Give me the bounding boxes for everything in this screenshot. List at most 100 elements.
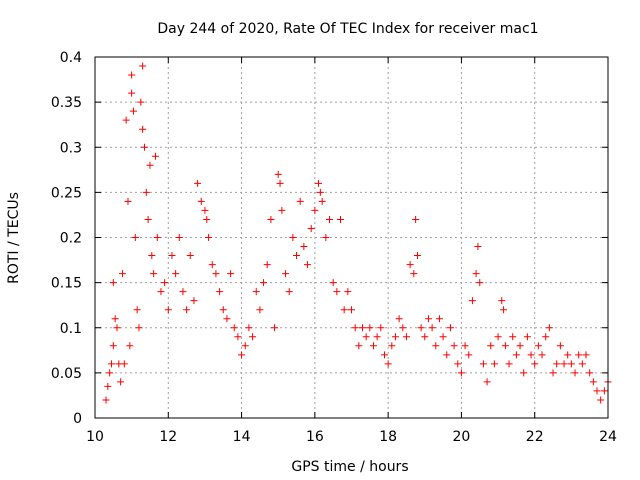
data-point bbox=[249, 333, 257, 341]
data-point bbox=[278, 206, 286, 214]
data-point bbox=[241, 342, 249, 350]
data-point bbox=[102, 396, 110, 404]
data-point bbox=[142, 188, 150, 196]
data-point bbox=[501, 342, 509, 350]
y-tick-label: 0.15 bbox=[51, 276, 82, 292]
data-point bbox=[578, 360, 586, 368]
data-point bbox=[128, 89, 136, 97]
data-point bbox=[564, 351, 572, 359]
data-point bbox=[208, 261, 216, 269]
data-point bbox=[337, 215, 345, 223]
data-point bbox=[326, 215, 334, 223]
data-point bbox=[300, 243, 308, 251]
data-point bbox=[234, 333, 242, 341]
data-point bbox=[457, 369, 465, 377]
data-point bbox=[593, 387, 601, 395]
data-point bbox=[395, 315, 403, 323]
data-point bbox=[318, 197, 326, 205]
data-point bbox=[271, 324, 279, 332]
data-point bbox=[417, 324, 425, 332]
data-point bbox=[151, 152, 159, 160]
data-point bbox=[406, 261, 414, 269]
data-point bbox=[150, 270, 158, 278]
data-point bbox=[107, 360, 115, 368]
data-point bbox=[175, 234, 183, 241]
data-point bbox=[373, 333, 381, 341]
data-point bbox=[113, 324, 121, 332]
data-point bbox=[369, 342, 377, 350]
data-point bbox=[435, 315, 443, 323]
data-point bbox=[545, 324, 553, 332]
data-point bbox=[402, 333, 410, 341]
data-point bbox=[144, 215, 152, 223]
data-point bbox=[168, 252, 176, 260]
data-point bbox=[344, 288, 352, 296]
data-point bbox=[205, 234, 213, 241]
data-point bbox=[362, 333, 370, 341]
x-tick-label: 20 bbox=[453, 429, 471, 445]
data-point bbox=[439, 333, 447, 341]
data-point bbox=[120, 360, 128, 368]
data-point bbox=[542, 333, 550, 341]
data-point bbox=[424, 315, 432, 323]
data-point bbox=[128, 71, 136, 79]
data-point bbox=[516, 342, 524, 350]
data-point bbox=[498, 297, 506, 305]
data-point bbox=[582, 351, 590, 359]
y-tick-label: 0.25 bbox=[51, 185, 82, 201]
data-point bbox=[216, 288, 224, 296]
data-point bbox=[450, 342, 458, 350]
data-point bbox=[276, 179, 284, 187]
data-point bbox=[432, 342, 440, 350]
data-point bbox=[512, 351, 520, 359]
data-point bbox=[553, 360, 561, 368]
data-point bbox=[567, 360, 575, 368]
data-point bbox=[201, 206, 209, 214]
data-point bbox=[183, 306, 191, 314]
data-point bbox=[600, 387, 608, 395]
data-point bbox=[252, 288, 260, 296]
data-point bbox=[304, 261, 312, 269]
data-point bbox=[322, 234, 330, 241]
x-tick-label: 22 bbox=[526, 429, 544, 445]
data-point bbox=[333, 288, 341, 296]
data-point bbox=[487, 342, 495, 350]
data-point bbox=[586, 369, 594, 377]
x-tick-label: 16 bbox=[306, 429, 324, 445]
data-point bbox=[230, 324, 238, 332]
data-point bbox=[282, 270, 290, 278]
x-tick-label: 18 bbox=[379, 429, 397, 445]
data-point bbox=[267, 215, 275, 223]
data-point bbox=[238, 351, 246, 359]
y-tick-label: 0 bbox=[73, 411, 82, 427]
data-point bbox=[472, 270, 480, 278]
data-point bbox=[316, 188, 324, 196]
data-point bbox=[505, 360, 513, 368]
data-point bbox=[140, 143, 148, 151]
data-point bbox=[146, 161, 154, 169]
data-point bbox=[315, 179, 323, 187]
data-point bbox=[500, 306, 508, 314]
data-point bbox=[589, 378, 597, 386]
data-point bbox=[190, 297, 198, 305]
data-point bbox=[461, 342, 469, 350]
data-point bbox=[597, 396, 605, 404]
data-point bbox=[474, 243, 482, 251]
data-point bbox=[307, 224, 315, 232]
data-point bbox=[311, 206, 319, 214]
x-tick-label: 14 bbox=[233, 429, 251, 445]
data-point bbox=[223, 315, 231, 323]
data-point bbox=[527, 351, 535, 359]
data-point bbox=[293, 252, 301, 260]
data-point bbox=[446, 324, 454, 332]
data-point bbox=[483, 378, 491, 386]
chart-title: Day 244 of 2020, Rate Of TEC Index for r… bbox=[157, 21, 538, 37]
y-axis-label: ROTI / TECUs bbox=[6, 192, 22, 284]
data-point bbox=[366, 324, 374, 332]
x-tick-labels: 10 12 14 16 18 20 22 24 bbox=[86, 429, 617, 445]
data-point bbox=[377, 324, 385, 332]
y-tick-label: 0.3 bbox=[60, 140, 82, 156]
data-point bbox=[412, 215, 420, 223]
y-tick-label: 0.1 bbox=[60, 321, 82, 337]
data-point bbox=[133, 306, 141, 314]
